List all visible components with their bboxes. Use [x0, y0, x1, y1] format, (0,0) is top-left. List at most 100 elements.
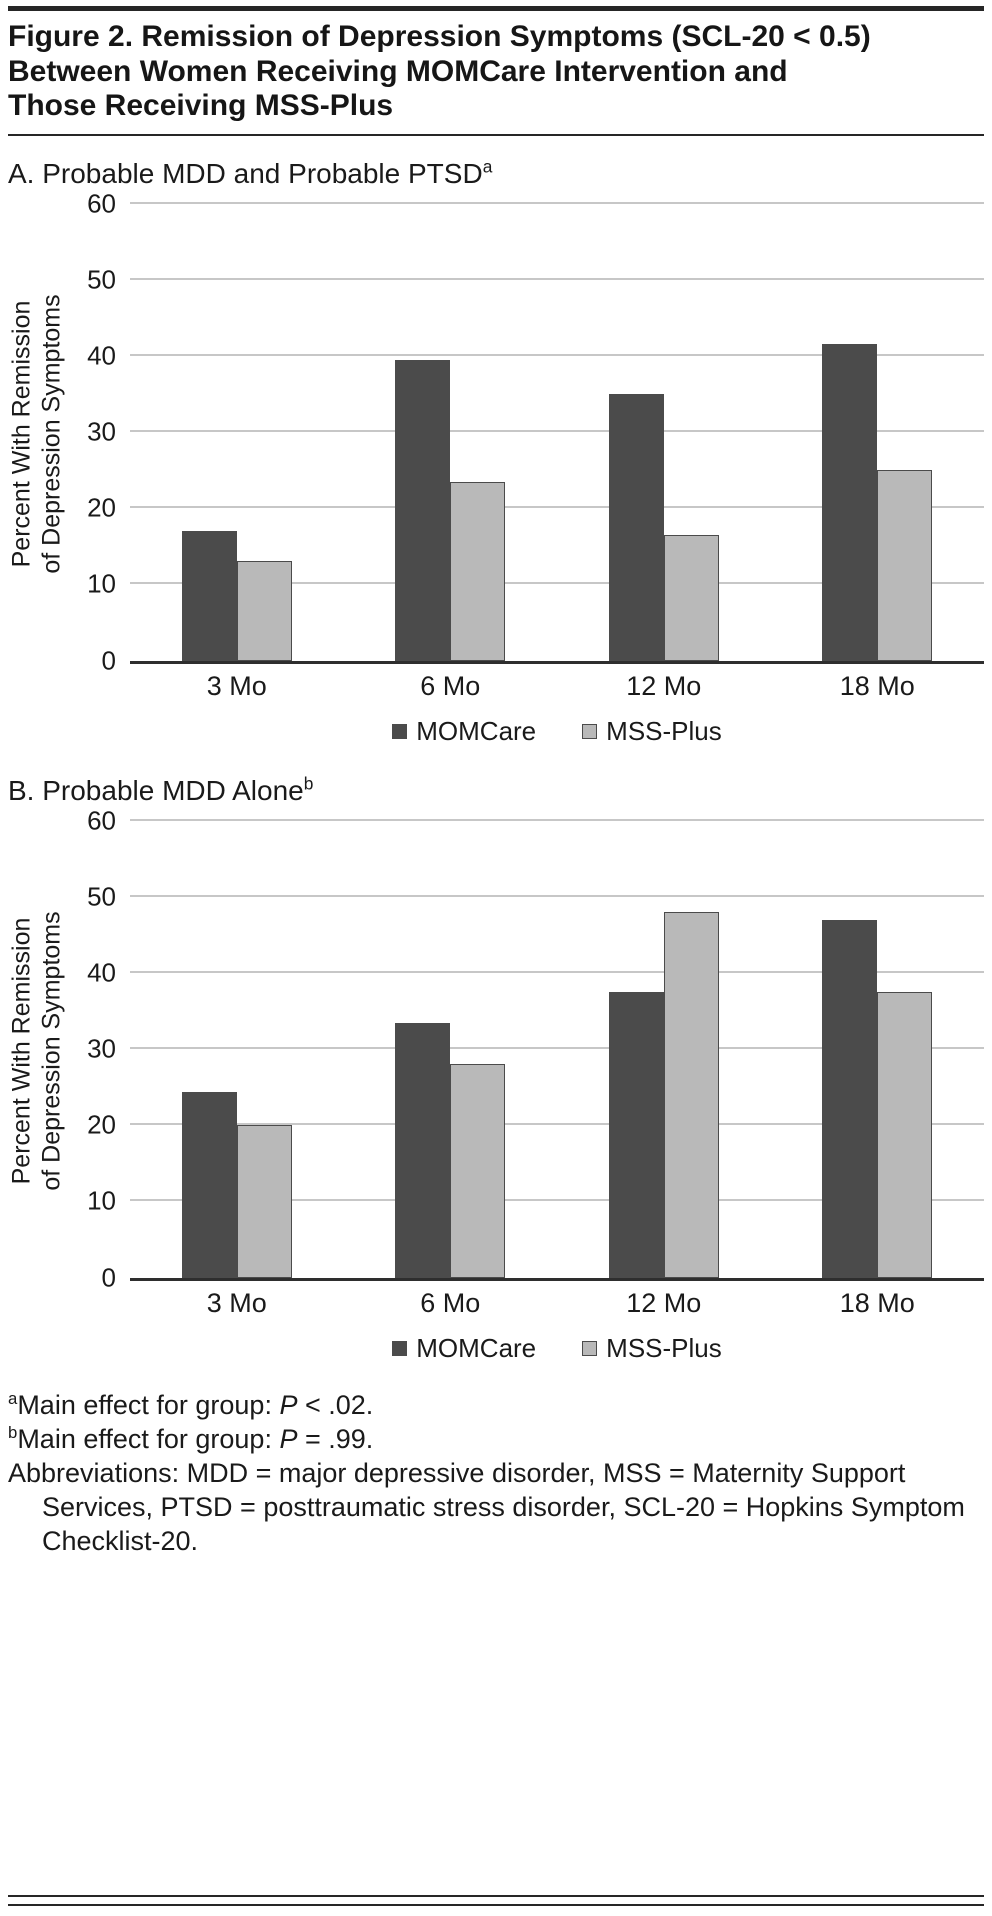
panel-b-title-text: B. Probable MDD Alone [8, 774, 304, 806]
y-tick-label-50: 50 [87, 264, 116, 295]
legend-item-momcare: MOMCare [392, 1333, 536, 1364]
y-tick-label-60: 60 [87, 188, 116, 218]
y-tick-label-40: 40 [87, 340, 116, 371]
bar-group-3-mo [130, 204, 344, 661]
bottom-rules [8, 1895, 984, 1906]
gridline-20 [130, 506, 984, 509]
panel-a-footnote-marker: a [482, 156, 493, 177]
footnote-a: aMain effect for group: P < .02. [8, 1388, 984, 1422]
x-tick-label-12-mo: 12 Mo [626, 670, 702, 701]
bar-group-3-mo [130, 821, 344, 1278]
bar-mss-plus-6-mo [450, 481, 506, 661]
x-tick-label-6-mo: 6 Mo [420, 670, 481, 701]
y-tick-label-30: 30 [87, 1033, 116, 1064]
footnote-b-marker: b [8, 1422, 18, 1442]
legend-label-mss-plus: MSS-Plus [606, 715, 722, 746]
bar-group-18-mo [771, 204, 985, 661]
bar-mss-plus-12-mo [663, 911, 719, 1278]
legend-swatch-mss-plus-icon [582, 723, 598, 739]
y-axis-title-line-1: Percent With Remission [7, 300, 36, 567]
y-tick-label-0: 0 [101, 1262, 116, 1292]
footnote-b: bMain effect for group: P = .99. [8, 1422, 984, 1456]
figure-title: Figure 2. Remission of Depression Sympto… [8, 20, 984, 124]
y-tick-label-20: 20 [87, 492, 116, 523]
panel-a-title: A. Probable MDD and Probable PTSDa [8, 156, 984, 190]
bar-mss-plus-12-mo [663, 534, 719, 661]
panel-b-y-axis-title-column: Percent With Remission of Depression Symp… [8, 821, 66, 1281]
bar-momcare-12-mo [608, 393, 664, 661]
title-divider [8, 133, 984, 136]
panel-a-x-axis-labels: 3 Mo 6 Mo 12 Mo 18 Mo [130, 671, 984, 702]
figure-title-line-3: Those Receiving MSS-Plus [8, 89, 394, 122]
panel-b-title: B. Probable MDD Aloneb [8, 774, 984, 807]
footnote-a-stat: P [279, 1389, 298, 1420]
gridline-60 [130, 201, 984, 204]
gridline-50 [130, 894, 984, 897]
bar-group-18-mo [771, 821, 985, 1278]
y-tick-label-50: 50 [87, 881, 116, 912]
bar-momcare-18-mo [822, 344, 878, 661]
panel-b-plot-area: 0 10 20 30 40 50 60 [87, 805, 984, 1292]
top-rule [8, 6, 984, 11]
bottom-rule-lower [8, 1904, 984, 1906]
y-tick-label-20: 20 [87, 1109, 116, 1140]
legend-item-mss-plus: MSS-Plus [582, 1333, 722, 1364]
bar-momcare-3-mo [181, 1092, 237, 1278]
panel-a-plot-area: 0 10 20 30 40 50 60 [87, 188, 985, 675]
bar-momcare-3-mo [181, 531, 237, 661]
bar-mss-plus-6-mo [450, 1064, 506, 1278]
bar-mss-plus-3-mo [236, 561, 292, 661]
bar-group-12-mo [557, 204, 771, 661]
gridline-10 [130, 582, 984, 585]
panel-b-x-axis-labels: 3 Mo 6 Mo 12 Mo 18 Mo [130, 1288, 984, 1319]
y-tick-label-0: 0 [101, 645, 116, 675]
footnote-b-value: = .99. [297, 1423, 374, 1454]
y-axis-title-line-1: Percent With Remission [7, 917, 36, 1184]
bar-momcare-12-mo [608, 991, 664, 1278]
y-axis-title-line-2: of Depression Symptoms [37, 293, 65, 574]
gridline-60 [130, 818, 984, 821]
bar-momcare-6-mo [395, 1023, 451, 1278]
footnote-a-text: Main effect for group: [17, 1389, 280, 1420]
bar-mss-plus-18-mo [877, 991, 933, 1278]
y-axis-title-line-2: of Depression Symptoms [37, 910, 65, 1191]
x-tick-label-18-mo: 18 Mo [839, 670, 915, 701]
y-tick-label-60: 60 [87, 805, 116, 835]
gridline-30 [130, 1047, 984, 1049]
gridline-40 [130, 353, 984, 356]
y-tick-label-40: 40 [87, 957, 116, 988]
panel-b-y-axis-title: Percent With Remission of Depression Symp… [8, 911, 67, 1190]
y-tick-label-30: 30 [87, 416, 116, 447]
footnotes: aMain effect for group: P < .02. bMain e… [8, 1388, 984, 1558]
footnote-a-value: < .02. [297, 1389, 374, 1420]
legend-swatch-momcare-icon [392, 1340, 408, 1356]
footnote-a-marker: a [8, 1388, 18, 1408]
panel-a-chart: Percent With Remission of Depression Symp… [8, 188, 985, 747]
bar-mss-plus-3-mo [236, 1125, 292, 1278]
panel-a-title-text: A. Probable MDD and Probable PTSD [8, 157, 483, 189]
legend-label-mss-plus: MSS-Plus [606, 1332, 722, 1363]
gridline-30 [130, 430, 984, 432]
x-tick-label-6-mo: 6 Mo [420, 1287, 481, 1318]
panel-a-y-axis-title-column: Percent With Remission of Depression Symp… [8, 204, 66, 664]
legend-swatch-momcare-icon [392, 723, 408, 739]
panel-a-y-axis-title: Percent With Remission of Depression Symp… [8, 294, 67, 573]
bar-group-12-mo [557, 821, 771, 1278]
bar-momcare-6-mo [395, 359, 451, 661]
bar-groups [130, 821, 984, 1278]
footnote-b-text: Main effect for group: [17, 1423, 280, 1454]
gridline-20 [130, 1123, 984, 1126]
gridline-50 [130, 277, 984, 280]
bar-group-6-mo [344, 821, 558, 1278]
panel-a-chart-main: 0 10 20 30 40 50 60 3 Mo 6 Mo 12 Mo 18 Mo MOMCare… [66, 188, 985, 747]
figure-title-line-1: Figure 2. Remission of Depression Sympto… [8, 20, 871, 53]
panel-a-legend: MOMCare MSS-Plus [130, 716, 984, 747]
bottom-rule-gap [8, 1897, 984, 1904]
legend-swatch-mss-plus-icon [582, 1340, 598, 1356]
figure-title-line-2: Between Women Receiving MOMCare Interven… [8, 54, 788, 88]
x-tick-label-12-mo: 12 Mo [626, 1287, 702, 1318]
legend-label-momcare: MOMCare [416, 1332, 537, 1363]
footnote-b-stat: P [279, 1423, 298, 1454]
gridline-10 [130, 1199, 984, 1202]
